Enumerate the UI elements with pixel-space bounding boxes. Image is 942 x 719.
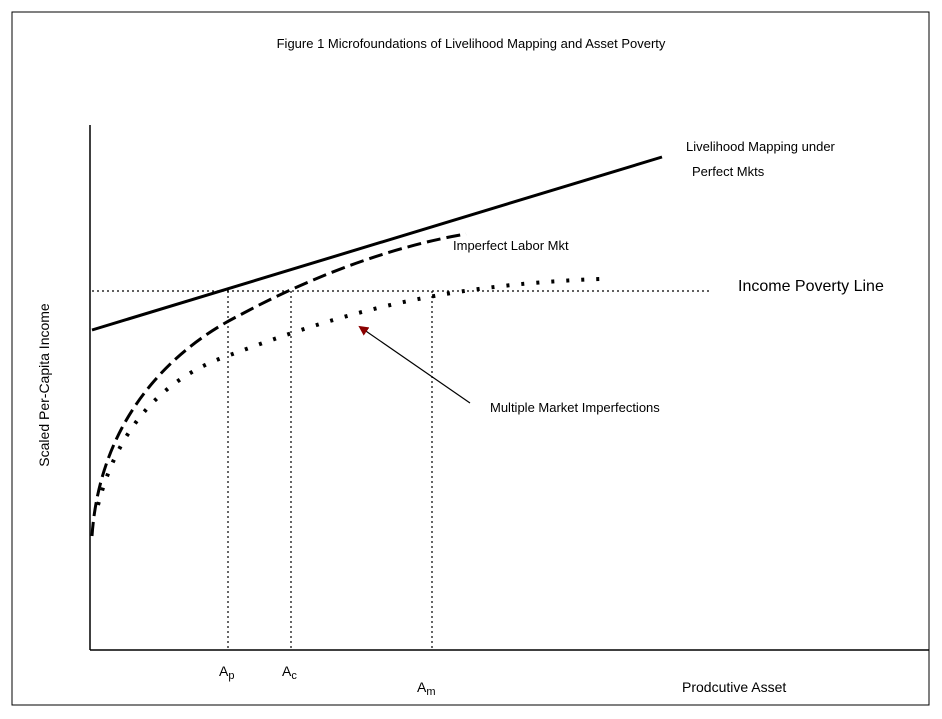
multiple-imperfections-curve — [96, 277, 601, 506]
marker-subscript: c — [291, 670, 297, 682]
curve-label: Income Poverty Line — [738, 278, 884, 295]
marker-subscript: m — [426, 686, 435, 698]
marker-letter: A — [282, 663, 292, 679]
x-axis-label: Prodcutive Asset — [682, 679, 786, 695]
marker-label: Am — [417, 679, 436, 698]
arrow — [358, 325, 471, 404]
title: Figure 1 Microfoundations of Livelihood … — [277, 36, 666, 51]
y-axis-label: Scaled Per-Capita Income — [36, 303, 52, 467]
marker-subscript: p — [228, 670, 234, 682]
marker-label: Ap — [219, 663, 234, 682]
perfect-line — [91, 155, 663, 332]
imperfect-labor-curve — [90, 232, 467, 537]
frame — [11, 11, 930, 706]
curve-label: Multiple Market Imperfections — [490, 400, 660, 415]
marker-letter: A — [219, 663, 229, 679]
marker-label: Ac — [282, 663, 297, 682]
curve-label: Imperfect Labor Mkt — [453, 238, 569, 253]
curve-label: Perfect Mkts — [692, 164, 765, 179]
curve-label: Livelihood Mapping under — [686, 139, 836, 154]
marker-letter: A — [417, 679, 427, 695]
